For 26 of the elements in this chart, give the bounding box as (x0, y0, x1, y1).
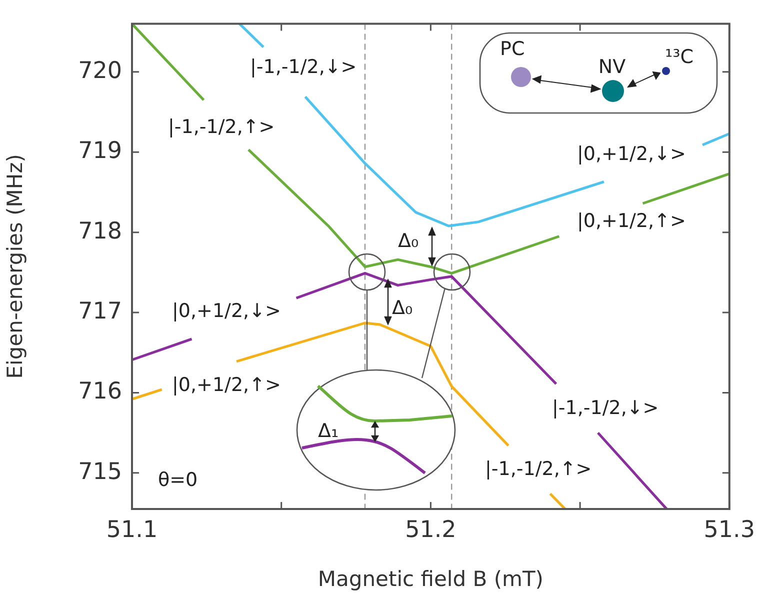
annotation: |-1,-1/2,↓> (552, 397, 659, 420)
annotation: |0,+1/2,↓> (577, 143, 686, 166)
annotation: |-1,-1/2,↑> (485, 458, 592, 480)
annotation: |0,+1/2,↑> (577, 210, 686, 232)
y-tick-label: 718 (78, 218, 122, 244)
annotation: PC (500, 38, 525, 60)
annotation: |0,+1/2,↓> (172, 300, 281, 322)
annotation: ¹³C (665, 46, 694, 68)
y-tick-label: 717 (78, 298, 122, 324)
y-tick-label: 715 (78, 458, 122, 485)
x-tick-label: 51.2 (405, 516, 456, 543)
annotation: |0,+1/2,↑> (172, 374, 281, 396)
y-axis-title: Eigen-energies (MHz) (3, 154, 28, 379)
y-tick-label: 720 (78, 58, 122, 84)
x-tick-label: 51.1 (106, 516, 158, 543)
annotation: θ=0 (158, 469, 198, 492)
annotation: Δ₁ (318, 420, 339, 442)
annotation: |-1,-1/2,↓> (250, 56, 357, 78)
annotation: Δ₀ (392, 297, 413, 320)
annotation: NV (598, 56, 626, 78)
annotation: Δ₀ (398, 230, 419, 252)
x-axis-title: Magnetic field B (mT) (318, 566, 544, 591)
x-tick-label: 51.3 (704, 516, 756, 543)
annotation: |-1,-1/2,↑> (168, 116, 275, 138)
y-tick-label: 716 (78, 378, 122, 405)
y-tick-label: 719 (78, 138, 122, 164)
